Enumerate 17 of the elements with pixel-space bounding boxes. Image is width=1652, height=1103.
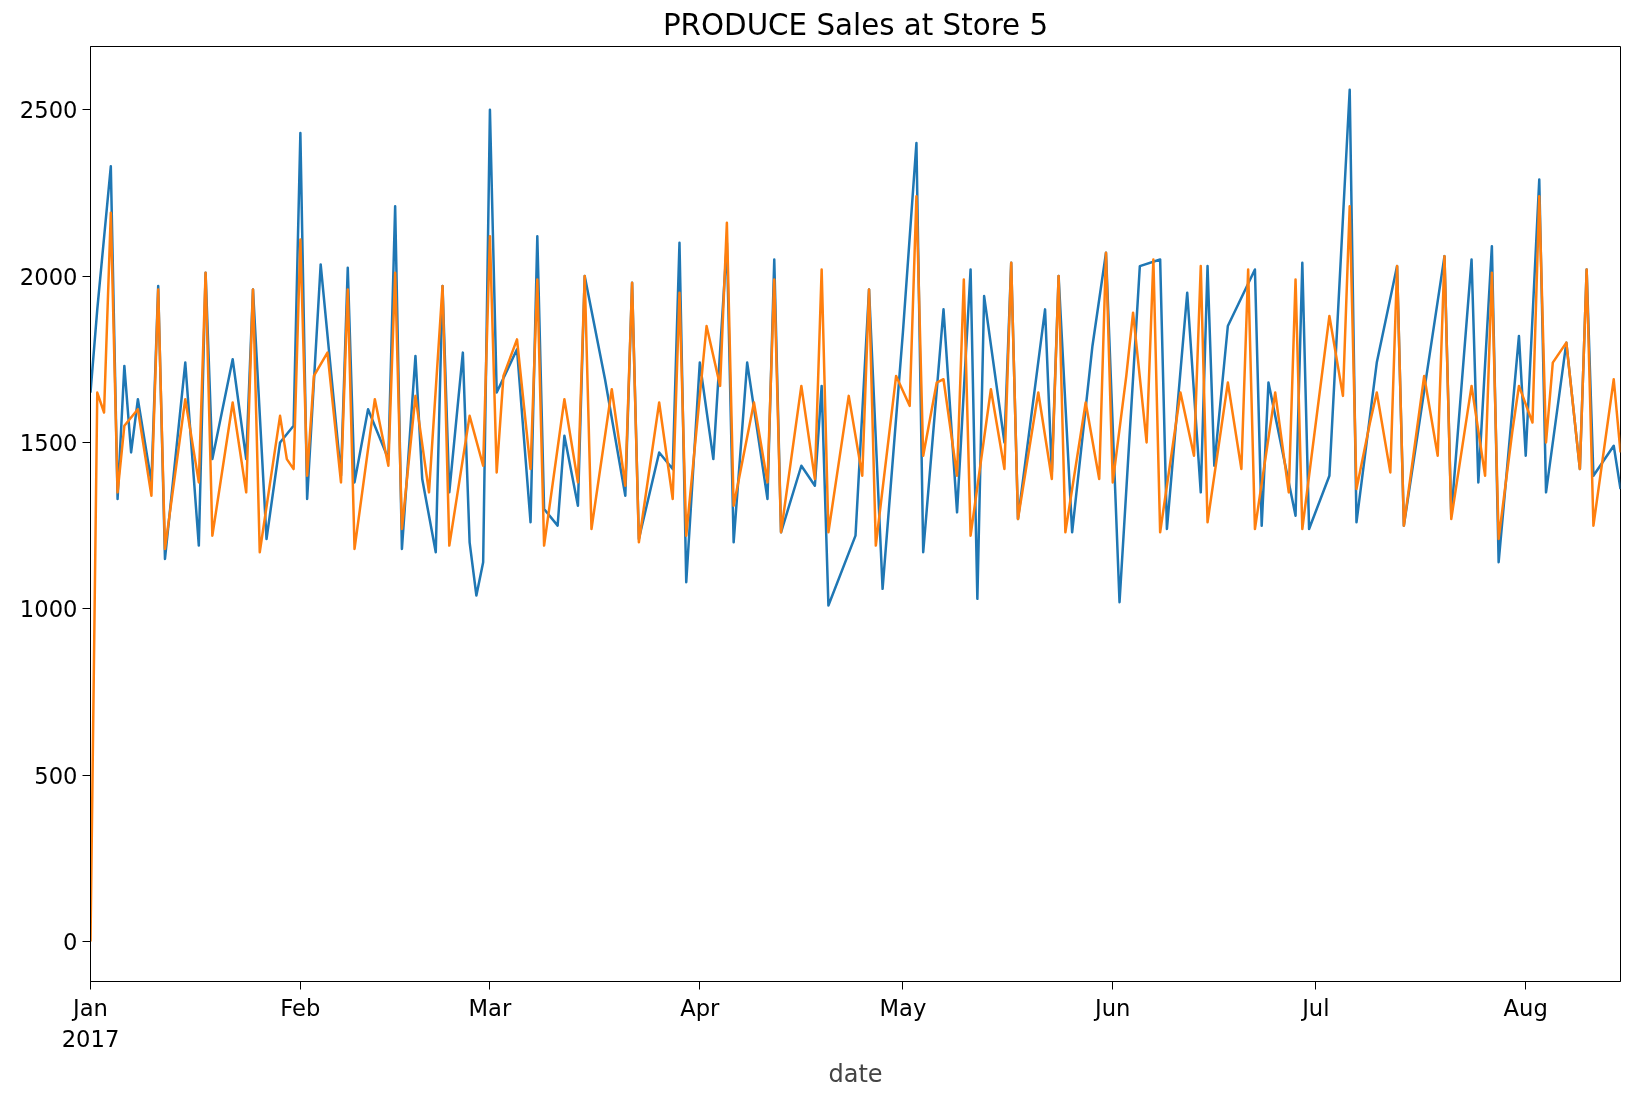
x-tick-label: Jun bbox=[1093, 994, 1131, 1021]
x-tick-label: Aug bbox=[1503, 994, 1548, 1021]
x-tick-label: Feb bbox=[280, 994, 321, 1021]
y-tick-label: 2500 bbox=[19, 97, 78, 124]
line-series bbox=[90, 194, 1621, 943]
y-tick-label: 500 bbox=[34, 762, 78, 789]
y-tick-label: 0 bbox=[63, 929, 78, 956]
x-axis-title: date bbox=[828, 1059, 883, 1088]
x-tick-label: May bbox=[879, 994, 927, 1021]
x-tick-label: Jul bbox=[1300, 994, 1330, 1021]
y-tick-label: 1000 bbox=[19, 596, 78, 623]
y-tick-label: 1500 bbox=[19, 429, 78, 456]
x-tick-label: Jan 2017 bbox=[61, 994, 120, 1052]
y-tick-label: 2000 bbox=[19, 263, 78, 290]
x-tick-label: Mar bbox=[468, 994, 512, 1021]
x-tick-label: Apr bbox=[680, 994, 721, 1021]
chart-title: PRODUCE Sales at Store 5 bbox=[662, 7, 1049, 42]
